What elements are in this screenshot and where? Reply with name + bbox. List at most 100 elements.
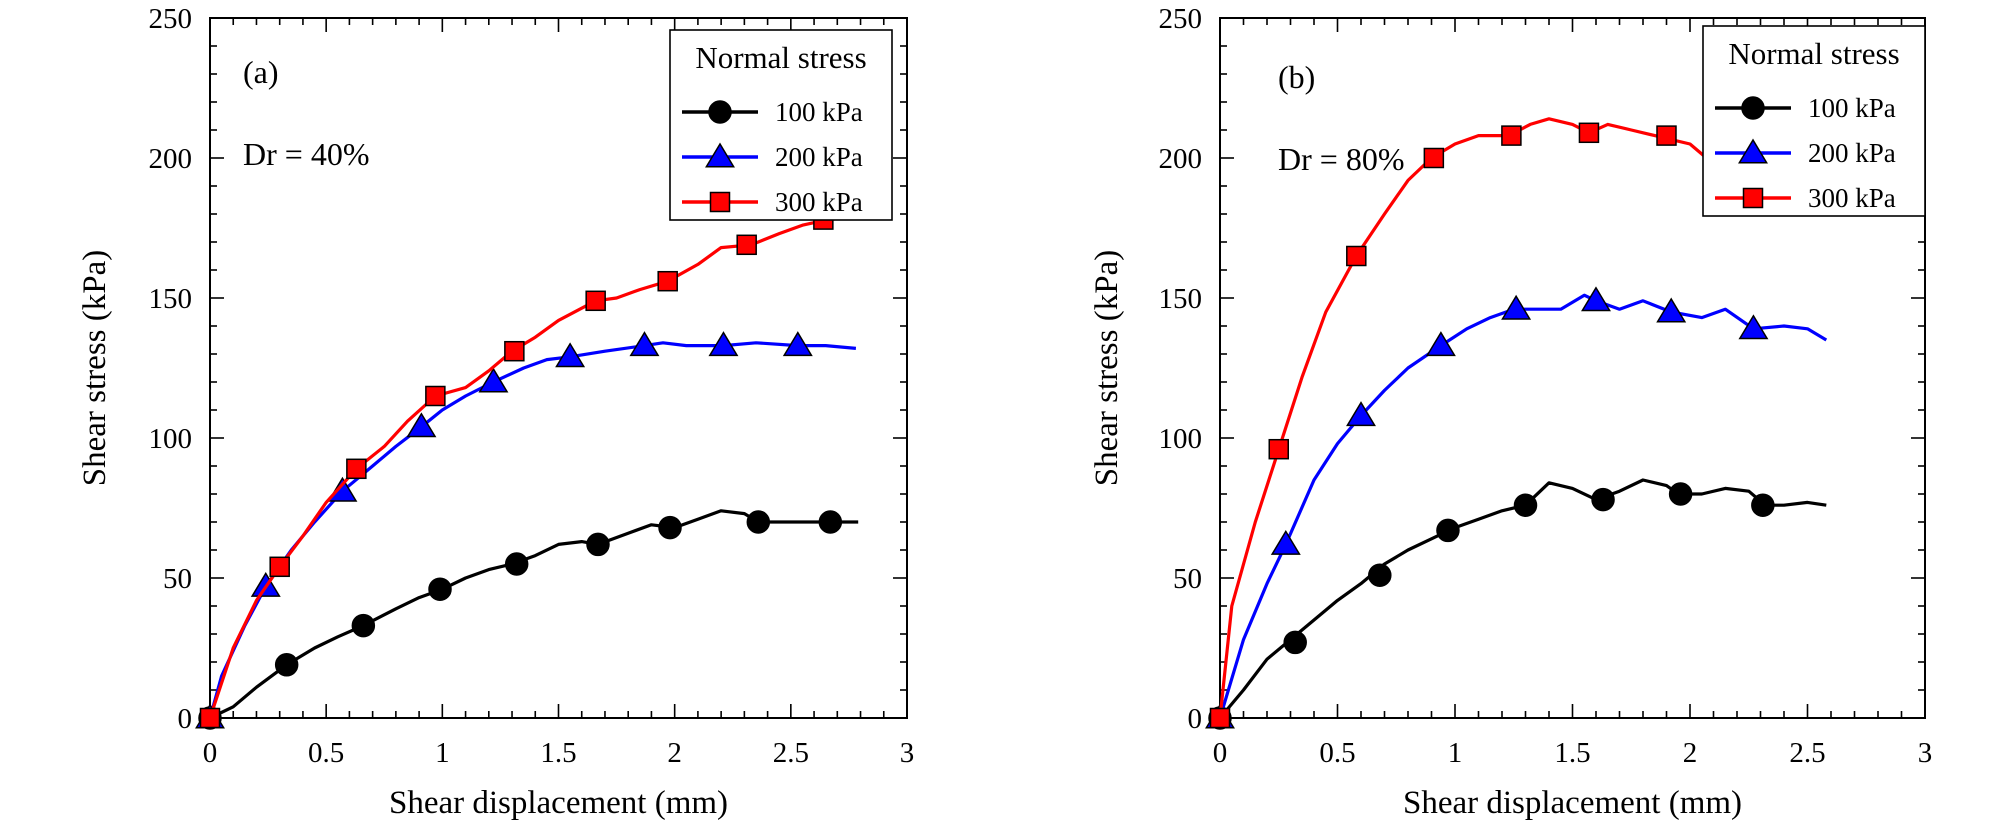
legend-entry-label: 300 kPa: [1808, 183, 1896, 213]
x-tick-label: 1.5: [1554, 737, 1590, 769]
series-line-100-kpa: [1218, 478, 1827, 720]
data-point: [1425, 331, 1456, 357]
chart-panel-a: 0 0.5 1 1.5 2 2.5 3 0 50 100 150 200 250 Shear displa…: [77, 3, 914, 821]
data-point: [1513, 493, 1538, 517]
data-point: [736, 234, 757, 256]
y-tick-label: 100: [1159, 423, 1203, 455]
y-tick-label: 150: [149, 283, 193, 315]
data-point: [1751, 493, 1775, 517]
legend-marker: [1742, 187, 1764, 209]
panel-label: (a): [243, 54, 279, 90]
x-tick-label: 3: [900, 737, 915, 769]
data-point: [425, 385, 446, 407]
data-point: [746, 510, 771, 534]
annotation-text: Dr = 40%: [243, 136, 369, 172]
annotation-text: Dr = 80%: [1278, 141, 1404, 177]
x-tick-label: 3: [1918, 737, 1933, 769]
data-point: [708, 331, 739, 357]
data-point: [1436, 518, 1460, 543]
x-tick-label: 2.5: [1789, 737, 1825, 769]
series-line-200-kpa: [1218, 293, 1828, 719]
legend-marker: [708, 100, 732, 124]
y-tick-label: 0: [1188, 703, 1203, 735]
legend-entry-label: 300 kPa: [775, 187, 863, 217]
data-point: [504, 340, 525, 362]
data-point: [1501, 125, 1522, 146]
chart-panel-b: 0 0.5 1 1.5 2 2.5 3 0 50 100 150 200 250 Shear displa…: [1089, 3, 1932, 821]
y-tick-label: 200: [149, 143, 193, 175]
legend: Normal stress 100 kPa 200 kPa 300 kPa: [669, 29, 893, 221]
data-point: [1581, 286, 1611, 312]
y-tick-label: 50: [1173, 563, 1202, 595]
data-point: [586, 532, 610, 557]
data-point: [346, 458, 367, 480]
y-axis-label: Shear stress (kPa): [77, 250, 113, 486]
legend-box: [1702, 25, 1926, 217]
x-tick-label: 2: [1683, 737, 1698, 769]
series-line-300-kpa: [1218, 117, 1708, 719]
data-point: [406, 412, 437, 438]
y-tick-label: 250: [1159, 3, 1203, 35]
data-point: [269, 556, 290, 578]
data-point: [1346, 401, 1376, 427]
data-point: [428, 577, 452, 601]
panel-label: (b): [1278, 59, 1315, 95]
legend-title: Normal stress: [1728, 36, 1899, 71]
data-point: [1668, 482, 1693, 506]
x-tick-label: 0.5: [308, 737, 344, 769]
x-axis-label: Shear displacement (mm): [389, 785, 728, 821]
data-point: [199, 707, 221, 729]
y-tick-label: 150: [1159, 283, 1203, 315]
data-point: [478, 367, 509, 393]
x-tick-label: 0.5: [1319, 737, 1355, 769]
data-point: [1501, 294, 1532, 320]
x-tick-label: 1: [435, 737, 450, 769]
data-point: [1656, 297, 1687, 323]
data-point: [1738, 314, 1769, 340]
y-tick-label: 200: [1159, 143, 1203, 175]
data-point: [1423, 147, 1445, 169]
data-point: [1283, 630, 1307, 655]
x-tick-label: 0: [1213, 737, 1228, 769]
legend-marker: [705, 142, 735, 168]
data-point: [1270, 529, 1301, 555]
y-tick-label: 0: [178, 703, 193, 735]
data-point: [351, 613, 376, 638]
data-point: [782, 331, 813, 357]
x-tick-label: 1.5: [540, 737, 576, 769]
legend-marker: [709, 191, 731, 213]
data-point: [1346, 245, 1367, 267]
legend-box: [669, 29, 893, 221]
data-point: [274, 653, 299, 677]
x-tick-label: 0: [203, 737, 218, 769]
data-point: [1209, 707, 1231, 729]
legend-entry-label: 100 kPa: [775, 97, 863, 127]
data-point: [504, 552, 529, 576]
data-point: [658, 515, 682, 540]
series-line-100-kpa: [209, 509, 859, 720]
x-tick-label: 1: [1448, 737, 1463, 769]
y-tick-label: 50: [163, 563, 192, 595]
data-point: [818, 510, 843, 534]
data-point: [1268, 438, 1289, 460]
data-point: [1578, 122, 1600, 144]
y-axis-label: Shear stress (kPa): [1089, 250, 1125, 486]
legend-entry-label: 100 kPa: [1808, 93, 1896, 123]
series-line-300-kpa: [208, 215, 857, 719]
legend-entry-label: 200 kPa: [775, 142, 863, 172]
x-tick-label: 2: [667, 737, 682, 769]
x-axis-label: Shear displacement (mm): [1403, 785, 1742, 821]
data-point: [1656, 125, 1677, 146]
data-point: [1591, 487, 1615, 512]
y-tick-label: 250: [149, 3, 193, 35]
legend-marker: [1738, 138, 1768, 164]
legend-title: Normal stress: [695, 40, 866, 75]
legend: Normal stress 100 kPa 200 kPa 300 kPa: [1702, 25, 1926, 217]
legend-entry-label: 200 kPa: [1808, 138, 1896, 168]
data-point: [1368, 563, 1392, 587]
data-point: [657, 270, 678, 292]
data-point: [585, 290, 606, 312]
y-tick-label: 100: [149, 423, 193, 455]
legend-marker: [1741, 96, 1765, 120]
